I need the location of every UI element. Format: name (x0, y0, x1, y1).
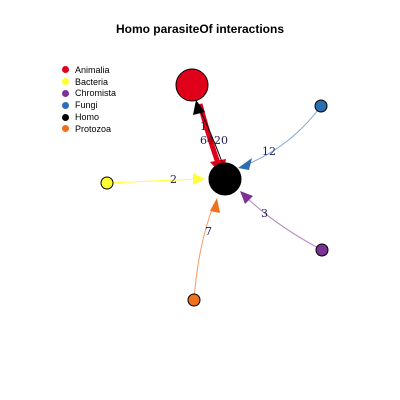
edge-arrowhead-bacteria (193, 173, 205, 185)
edge-arrowhead-fungi (238, 158, 252, 170)
edge-label-homo-animalia: 1 (200, 120, 207, 133)
edge-bacteria-homo (107, 179, 200, 183)
node-animalia (176, 69, 208, 101)
edge-label-protozoa-homo: 7 (205, 225, 212, 238)
node-homo (209, 163, 241, 195)
edge-label-bacteria-homo: 2 (170, 173, 177, 186)
edge-label-chromista-homo: 3 (261, 207, 268, 220)
edge-arrowhead-protozoa (210, 198, 220, 213)
edge-protozoa-homo (194, 204, 214, 300)
edge-label-fungi-homo: 12 (262, 145, 276, 158)
node-protozoa (188, 294, 200, 306)
node-bacteria (101, 177, 113, 189)
edge-label-animalia-homo: 6420 (200, 134, 228, 147)
node-fungi (315, 100, 327, 112)
edge-fungi-homo (243, 106, 321, 166)
edge-chromista-homo (245, 196, 322, 250)
node-chromista (316, 244, 328, 256)
